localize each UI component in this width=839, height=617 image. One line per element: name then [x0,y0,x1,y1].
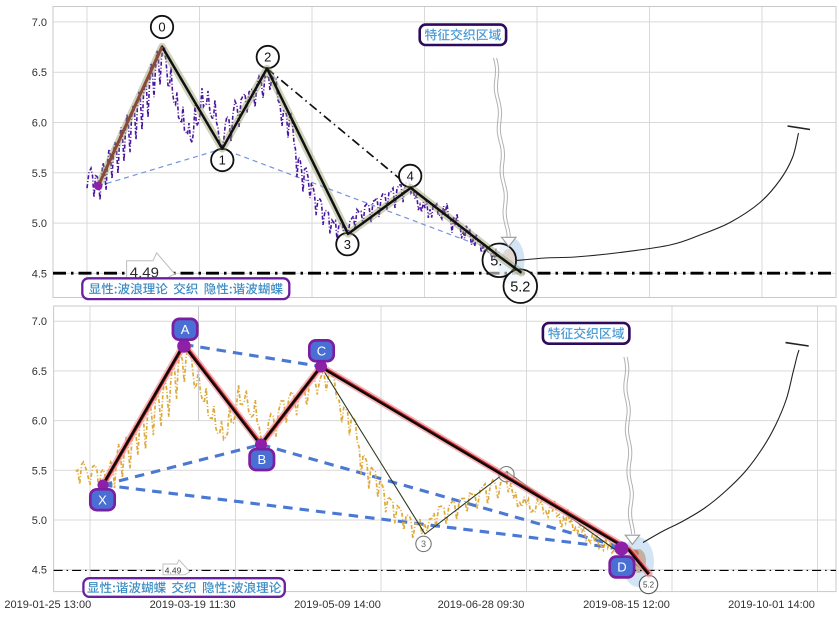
svg-text:5.2: 5.2 [510,279,530,295]
svg-text:6.5: 6.5 [32,366,47,378]
svg-text:4.49: 4.49 [130,264,159,281]
svg-text:5.5: 5.5 [32,168,47,180]
svg-text:2019-10-01 14:00: 2019-10-01 14:00 [728,599,815,611]
svg-text:2019-08-15 12:00: 2019-08-15 12:00 [583,599,670,611]
svg-text:C: C [317,343,326,358]
svg-text:B: B [257,452,266,467]
svg-text:3: 3 [421,539,426,549]
svg-text:5.0: 5.0 [32,218,47,230]
svg-text:2019-05-09 14:00: 2019-05-09 14:00 [294,599,381,611]
svg-text:5.2: 5.2 [643,580,655,589]
svg-text:A: A [181,322,190,337]
svg-text:4.5: 4.5 [32,565,47,577]
svg-text:2019-03-19 11:30: 2019-03-19 11:30 [150,599,236,611]
svg-text:2019-06-28 09:30: 2019-06-28 09:30 [438,599,525,611]
svg-text:1: 1 [219,153,226,168]
svg-text:2019-01-25 13:00: 2019-01-25 13:00 [4,599,91,611]
svg-text:5.0: 5.0 [32,515,47,527]
svg-text:4.5: 4.5 [32,268,47,280]
svg-text:3: 3 [344,237,351,252]
svg-text:6.0: 6.0 [32,118,47,130]
svg-text:7.0: 7.0 [32,316,47,328]
svg-text:5.5: 5.5 [32,465,47,477]
svg-text:7.0: 7.0 [32,17,47,29]
svg-text:6.5: 6.5 [32,67,47,79]
svg-text:D: D [617,560,626,575]
svg-text:2: 2 [264,50,271,65]
svg-text:X: X [98,492,107,507]
svg-text:6.0: 6.0 [32,416,47,428]
svg-text:0: 0 [158,20,165,35]
svg-text:4.49: 4.49 [165,566,182,576]
svg-text:4: 4 [407,169,414,184]
